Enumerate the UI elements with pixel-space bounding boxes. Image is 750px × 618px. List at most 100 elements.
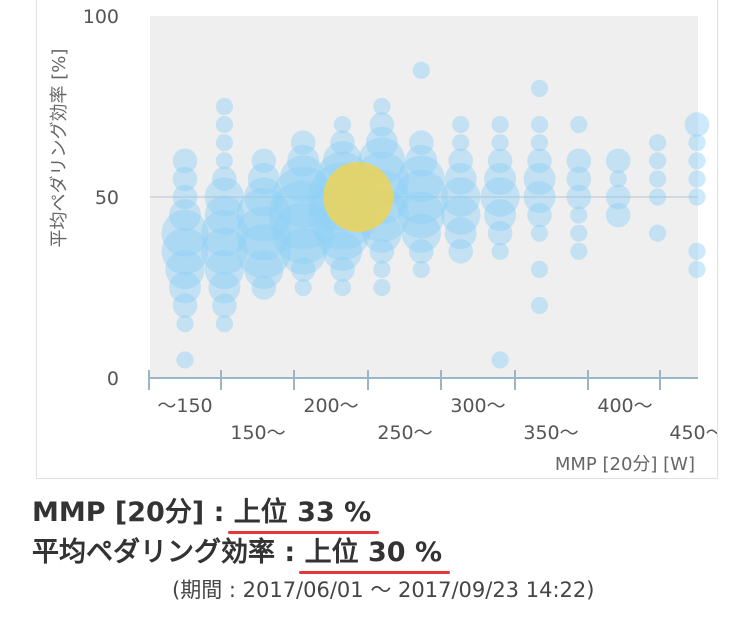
bubble-point-63 [409,130,434,155]
bubble-point-9 [176,315,194,333]
bubble-point-116 [688,152,706,170]
bubble-point-30 [244,249,284,290]
bubble-point-19 [201,227,248,275]
bubble-point-104 [570,242,588,260]
bubble-point-96 [530,260,549,278]
bubble-point-2 [172,184,198,210]
bubble-point-11 [215,97,233,116]
bubble-point-10 [176,351,194,369]
bubble-point-73 [448,148,474,174]
bubble-point-91 [527,148,552,174]
bubble-point-48 [322,231,363,271]
bubble-point-18 [201,209,248,257]
mmp-rank-value: 上位 33 % [227,493,380,534]
bubble-point-70 [412,260,430,278]
bubble-point-76 [441,195,481,235]
bubble-point-51 [373,97,391,116]
x-ticks-layer: 〜150 200〜 300〜 400〜 150〜 250〜 350〜 450〜 [148,370,717,444]
bubble-point-3 [169,199,201,232]
bubble-point-5 [161,227,209,275]
bubble-point-84 [484,199,517,232]
bubble-point-105 [605,148,631,174]
x-tick-label-upper-0: 〜150 [157,395,212,417]
y-tick-label-0: 0 [107,368,119,390]
bubble-point-7 [169,271,201,304]
bubble-point-41 [333,116,352,134]
x-tick-label-lower-1: 250〜 [377,422,432,444]
bubble-point-97 [530,297,549,315]
bubble-point-102 [570,206,588,224]
bubble-point-33 [287,144,320,177]
x-tick-label-upper-1: 200〜 [303,395,358,417]
stats-summary: MMP [20分] : 上位 33 % 平均ペダリング効率 : 上位 30 % [32,493,732,574]
bubble-point-52 [369,112,395,137]
bubble-point-100 [566,166,592,192]
bubble-point-23 [215,315,233,333]
bubble-point-115 [688,134,706,152]
bubble-point-49 [330,257,355,282]
bubble-point-71 [452,116,470,134]
bubble-point-13 [215,134,233,152]
bubble-point-117 [688,170,706,188]
bubble-point-69 [409,239,434,264]
mmp-rank-label: MMP [20分] : [32,497,234,528]
bubble-point-6 [165,249,205,290]
efficiency-rank-label: 平均ペダリング効率 : [32,537,305,568]
efficiency-rank-line: 平均ペダリング効率 : 上位 30 % [32,533,732,574]
bubble-point-36 [268,180,338,250]
bubble-point-31 [251,275,277,300]
bubble-point-108 [605,202,631,228]
y-tick-label-1: 50 [95,187,119,209]
bubble-point-103 [570,224,588,242]
bubble-point-67 [397,191,445,239]
bubble-point-64 [405,144,438,177]
bubble-point-25 [247,162,280,195]
bubble-point-72 [452,134,470,152]
bubble-point-28 [236,206,291,261]
bubble-point-101 [566,184,592,210]
bubble-point-8 [172,293,198,318]
bubble-point-61 [373,278,391,297]
bubble-point-78 [448,239,474,264]
bubble-point-53 [365,126,398,159]
y-axis-title: 平均ペダリング効率 [%] [49,49,70,248]
x-tick-label-upper-2: 300〜 [450,395,505,417]
x-axis-title: MMP [20分] [W] [555,454,695,475]
bubble-point-106 [609,170,627,188]
bubbles-layer [161,61,710,369]
bubble-point-21 [208,271,241,304]
bubble-point-98 [570,116,588,134]
bubble-point-24 [251,148,277,174]
bubble-point-34 [279,155,327,203]
highlight-point [323,162,394,232]
bubble-point-20 [204,249,245,290]
bubble-point-109 [649,134,667,152]
bubble-point-42 [330,130,355,155]
bubble-point-27 [236,188,291,243]
bubble-point-92 [523,162,556,195]
bubble-point-35 [272,166,334,228]
x-tick-label-lower-3: 450〜 [669,422,717,444]
bubble-point-26 [244,177,284,217]
bubble-point-89 [530,116,549,134]
bubble-point-40 [294,278,312,297]
bubble-point-77 [444,217,477,250]
bubble-point-118 [688,188,706,206]
bubble-point-87 [491,351,509,369]
bubble-point-113 [649,224,667,242]
bubble-point-79 [491,116,509,134]
bubble-point-83 [480,177,520,217]
bubble-point-120 [688,260,706,278]
bubble-point-90 [530,134,549,152]
x-tick-label-lower-0: 150〜 [230,422,285,444]
y-tick-label-2: 100 [83,6,119,28]
bubble-point-38 [279,227,327,275]
bubble-point-80 [491,134,509,152]
x-tick-label-lower-2: 350〜 [523,422,578,444]
period-text: (期間 : 2017/06/01 〜 2017/09/23 14:22) [172,578,595,602]
bubble-point-50 [333,278,352,297]
bubble-point-112 [649,188,667,206]
bubble-point-65 [397,155,445,203]
